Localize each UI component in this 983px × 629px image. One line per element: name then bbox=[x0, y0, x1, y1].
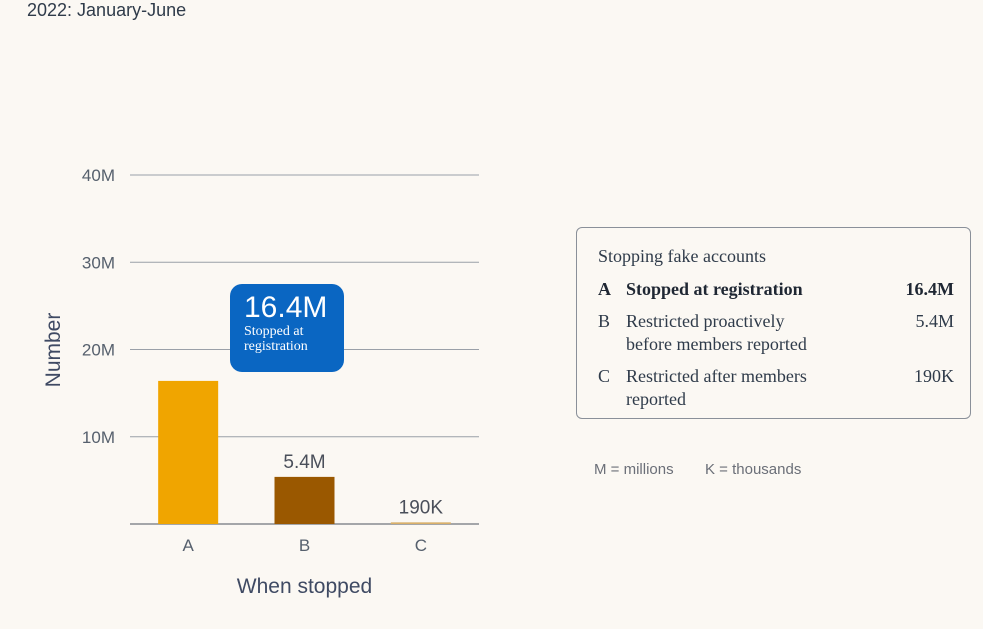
callout-line2: registration bbox=[244, 339, 308, 354]
legend-desc: Stopped at registration bbox=[626, 278, 856, 301]
legend-letter: C bbox=[598, 366, 611, 386]
legend-title: Stopping fake accounts bbox=[598, 246, 766, 266]
bar-b bbox=[274, 476, 335, 524]
y-tick-label: 30M bbox=[82, 253, 115, 272]
y-tick-label: 10M bbox=[82, 428, 115, 447]
legend-box: Stopping fake accounts A Stopped at regi… bbox=[576, 227, 971, 419]
x-tick-label: C bbox=[415, 536, 427, 555]
legend-amount: 5.4M bbox=[915, 311, 954, 331]
callout-line1: Stopped at bbox=[244, 324, 304, 339]
data-label: 5.4M bbox=[283, 452, 325, 473]
x-tick-label: A bbox=[182, 536, 194, 555]
y-tick-label: 40M bbox=[82, 166, 115, 185]
legend-amount: 16.4M bbox=[905, 279, 955, 299]
legend-letter: A bbox=[598, 279, 611, 299]
highlight-callout: 16.4M Stopped at registration bbox=[230, 284, 344, 372]
bar-chart: 10M 20M 30M 40M A B 5.4M C 190K When stopped Numbe… bbox=[42, 166, 479, 598]
legend-desc: Restricted after members reported bbox=[626, 365, 856, 411]
bar-c bbox=[390, 522, 451, 524]
y-axis-title: Number bbox=[42, 313, 65, 388]
legend-desc-line1: Restricted proactively bbox=[626, 311, 785, 331]
bar-a bbox=[158, 380, 219, 524]
legend-desc-line2: reported bbox=[626, 389, 686, 409]
legend-letter: B bbox=[598, 311, 611, 331]
legend-amount: 190K bbox=[914, 366, 954, 386]
footnote-millions: M = millions bbox=[594, 461, 674, 478]
legend-desc-line2: before members reported bbox=[626, 334, 807, 354]
data-label: 190K bbox=[399, 497, 444, 518]
legend-desc-line1: Restricted after members bbox=[626, 366, 807, 386]
legend-desc: Restricted proactively before members re… bbox=[626, 310, 856, 356]
chart-subtitle: 2022: January-June bbox=[27, 0, 187, 20]
y-tick-label: 20M bbox=[82, 341, 115, 360]
legend-desc-line1: Stopped at registration bbox=[626, 279, 803, 299]
callout-value: 16.4M bbox=[244, 291, 328, 324]
footnote-thousands: K = thousands bbox=[705, 461, 802, 478]
x-tick-label: B bbox=[299, 536, 310, 555]
x-axis-title: When stopped bbox=[237, 575, 372, 598]
